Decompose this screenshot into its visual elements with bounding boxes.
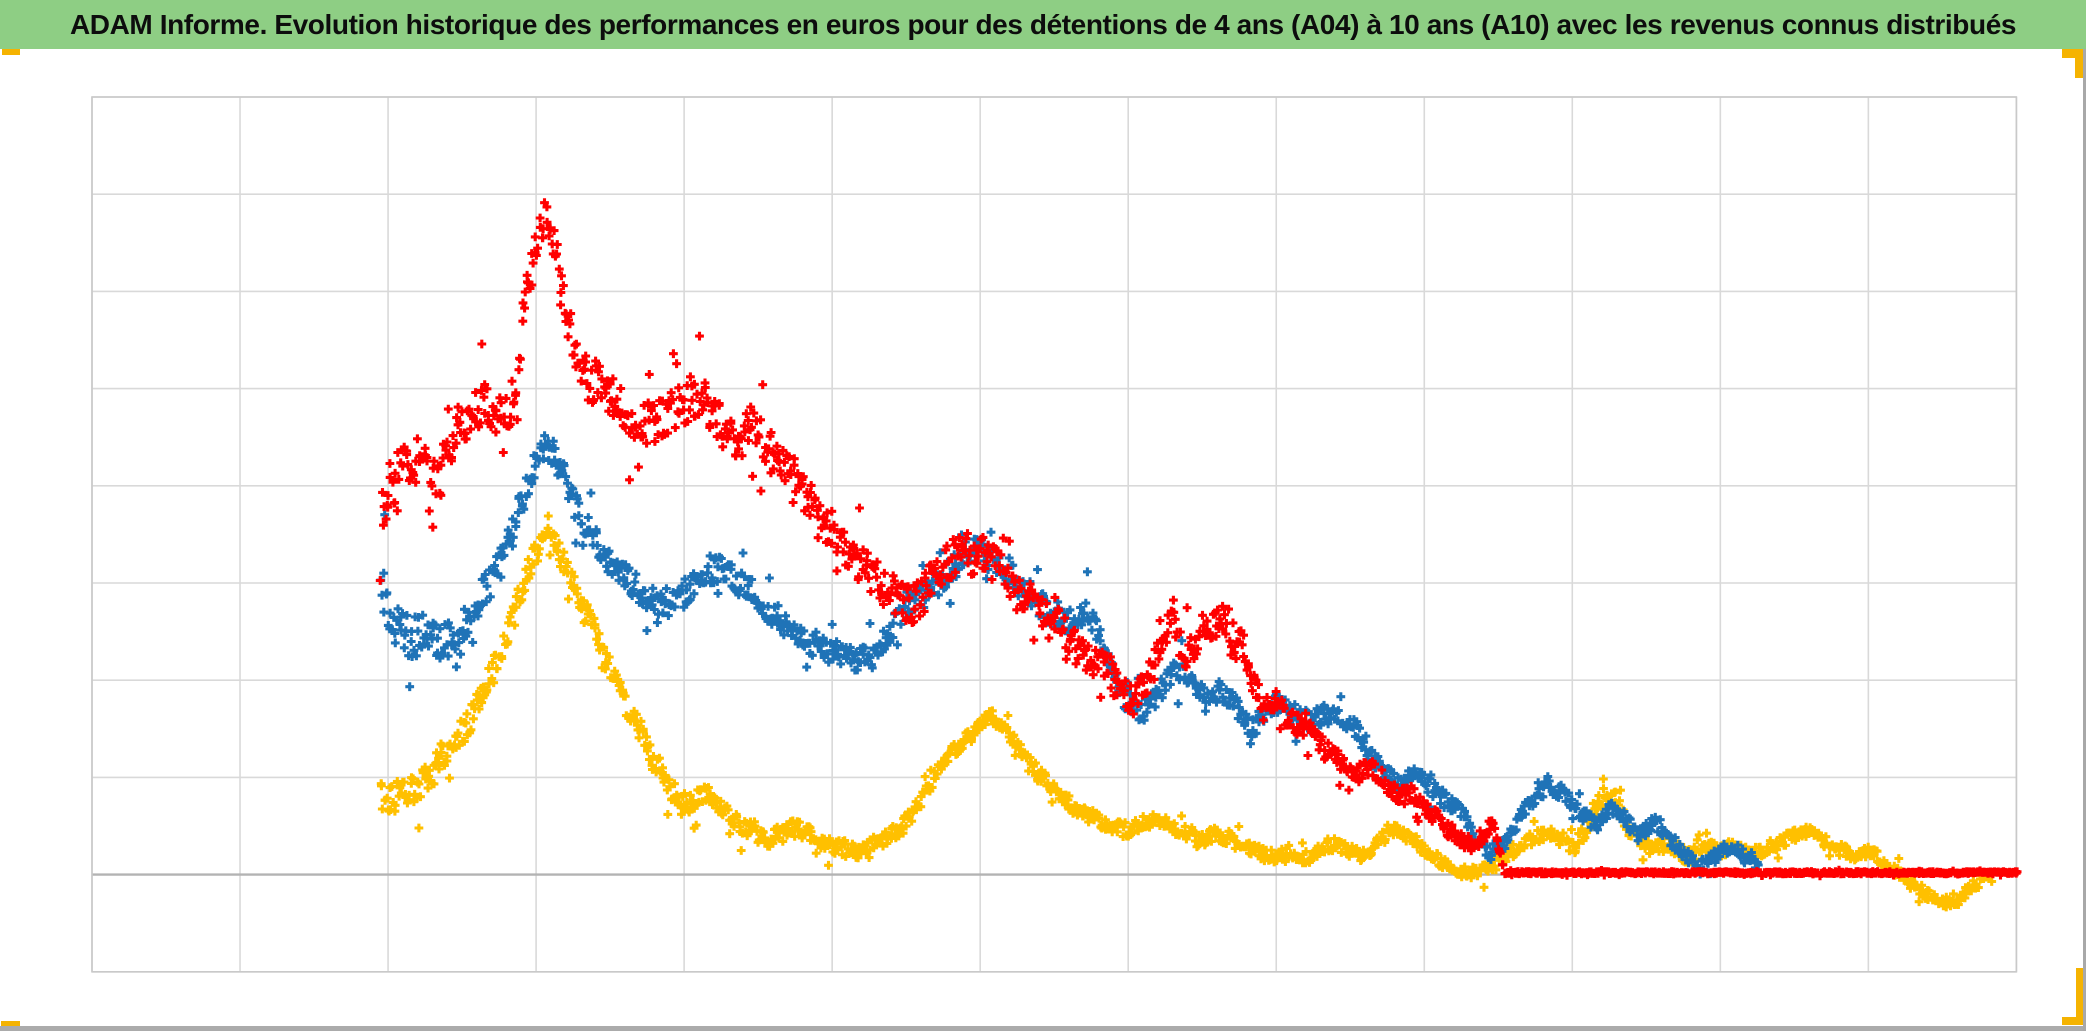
selection-corner-top-right-vertical (2075, 49, 2083, 78)
selection-corner-bottom-right (2062, 1017, 2086, 1025)
series-points-performance-red (375, 198, 2022, 881)
report-title: ADAM Informe. Evolution historique des p… (69, 8, 2017, 40)
plot-area-border (91, 96, 2018, 973)
report-title-bar: ADAM Informe. Evolution historique des p… (0, 0, 2086, 49)
selection-corner-top-right (2062, 49, 2086, 58)
selection-corner-top-left (2, 49, 20, 55)
selection-corner-bottom-right-vertical (2076, 968, 2084, 1025)
right-edge-strip (2083, 49, 2086, 1031)
selection-corner-bottom-left (1, 1021, 20, 1028)
scatter-series-performance-red (375, 198, 2022, 881)
scatter-chart[interactable] (0, 49, 2086, 1031)
bottom-edge-strip (0, 1026, 2086, 1031)
